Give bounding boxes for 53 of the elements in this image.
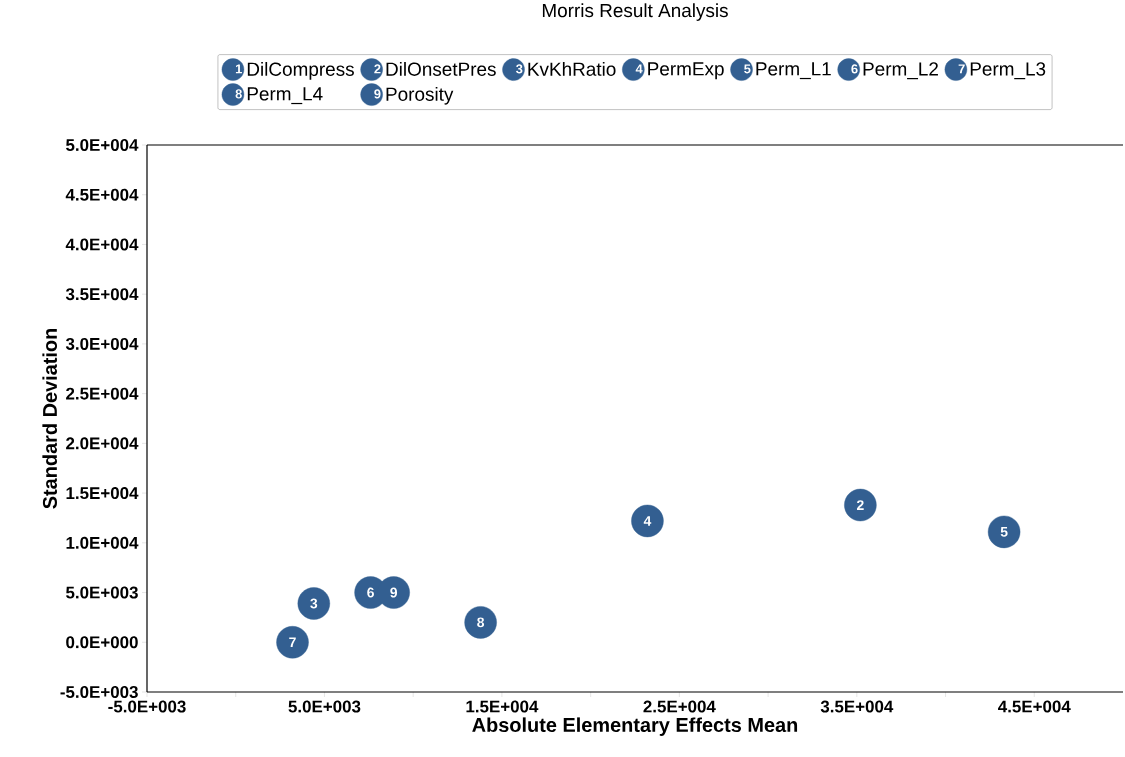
annotation: 3 bbox=[310, 598, 318, 609]
y-tick-label: 2.5E+004 bbox=[66, 387, 139, 400]
x-tick-label: 2.5E+004 bbox=[643, 700, 716, 713]
x-tick-label: 4.5E+004 bbox=[998, 700, 1071, 713]
point bbox=[464, 606, 497, 639]
point bbox=[631, 504, 664, 538]
text: 6 bbox=[851, 64, 858, 74]
y-tick-label: 1.5E+004 bbox=[66, 487, 139, 500]
x-tick-label: 3.5E+004 bbox=[820, 700, 894, 713]
text: 7 bbox=[958, 64, 965, 74]
point bbox=[276, 626, 309, 659]
y-tick-label: 3.0E+004 bbox=[65, 337, 139, 350]
legend-label: DilCompress bbox=[247, 61, 354, 80]
legend-label: KvKhRatio bbox=[528, 61, 616, 76]
chart-title: Morris Result Analysis bbox=[542, 3, 728, 21]
y-tick-label: -5.0E+003 bbox=[60, 685, 138, 699]
point bbox=[297, 587, 331, 620]
y-tick-label: 2.0E+004 bbox=[66, 437, 139, 450]
point bbox=[987, 515, 1021, 549]
text: 4 bbox=[635, 64, 643, 74]
legend-label: Porosity bbox=[386, 86, 454, 105]
x-tick-label: 1.5E+004 bbox=[466, 700, 539, 713]
y-tick-label: 4.5E+004 bbox=[65, 188, 139, 201]
legend-label: Perm_L3 bbox=[970, 62, 1046, 80]
legend-label: Perm_L4 bbox=[247, 87, 323, 105]
legend-label: DilOnsetPres bbox=[386, 61, 496, 76]
legend-label: Perm_L1 bbox=[756, 62, 831, 80]
annotation: 8 bbox=[477, 617, 485, 628]
legend-label: PermExp bbox=[648, 62, 724, 80]
text: 8 bbox=[235, 89, 242, 99]
annotation: 2 bbox=[856, 500, 864, 510]
annotation: 9 bbox=[390, 587, 398, 598]
y-tick-label: 5.0E+004 bbox=[66, 139, 139, 151]
annotation: 5 bbox=[1000, 527, 1008, 537]
y-tick-label: 0.0E+000 bbox=[66, 636, 138, 649]
legend-label: Perm_L2 bbox=[863, 62, 938, 80]
point bbox=[844, 488, 877, 522]
y-axis-title: Standard Deviation bbox=[42, 328, 57, 509]
y-tick-label: 4.0E+004 bbox=[65, 238, 139, 251]
text: 2 bbox=[374, 64, 381, 74]
x-axis-title: Absolute Elementary Effects Mean bbox=[472, 717, 798, 736]
text: 1 bbox=[235, 64, 242, 74]
x-tick-label: -5.0E+003 bbox=[108, 700, 186, 713]
text: 3 bbox=[516, 64, 523, 74]
text: 9 bbox=[374, 89, 381, 99]
annotation: 4 bbox=[643, 516, 652, 526]
y-tick-label: 3.5E+004 bbox=[65, 288, 139, 301]
x-tick-label: 5.0E+003 bbox=[288, 700, 361, 713]
y-tick-label: 1.0E+004 bbox=[66, 536, 139, 549]
annotation: 7 bbox=[289, 637, 296, 648]
annotation: 6 bbox=[367, 587, 374, 598]
y-tick-label: 5.0E+003 bbox=[66, 586, 138, 599]
text: 5 bbox=[744, 64, 751, 74]
